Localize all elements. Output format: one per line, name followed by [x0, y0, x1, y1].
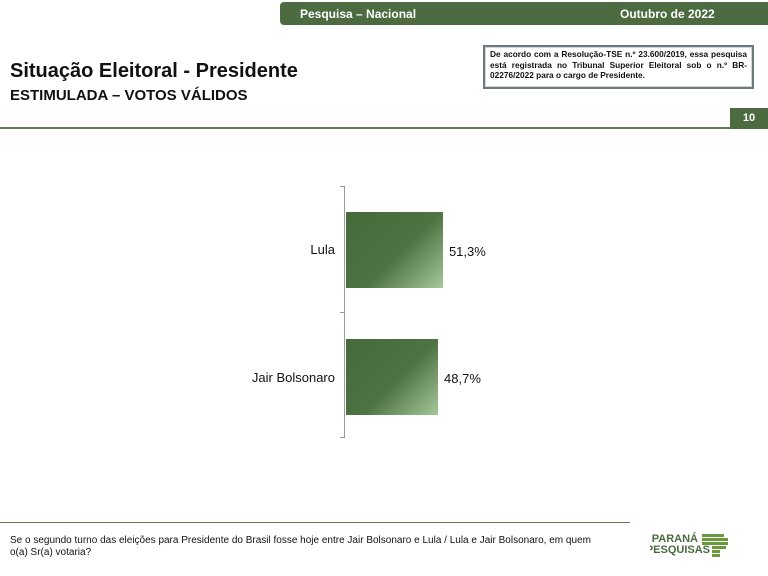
- category-label-bolsonaro: Jair Bolsonaro: [251, 370, 335, 385]
- axis-tick: [340, 437, 345, 438]
- parana-pesquisas-logo: PARANÁ PESQUISAS: [650, 532, 728, 557]
- survey-scope: Pesquisa – Nacional: [300, 7, 417, 21]
- header-bar: Pesquisa – Nacional Outubro de 2022: [280, 2, 768, 25]
- tse-registration: BR-02276/2022: [490, 59, 747, 81]
- svg-text:PESQUISAS: PESQUISAS: [650, 544, 710, 556]
- tse-text: De acordo com a Resolução-TSE n.º 23.600…: [490, 49, 747, 70]
- page-subtitle: ESTIMULADA – VOTOS VÁLIDOS: [10, 87, 248, 104]
- survey-date: Outubro de 2022: [620, 7, 715, 21]
- survey-question: Se o segundo turno das eleições para Pre…: [10, 535, 591, 558]
- tse-notice: De acordo com a Resolução-TSE n.º 23.600…: [483, 45, 754, 89]
- axis-tick: [340, 312, 345, 313]
- value-label-bolsonaro: 48,7%: [444, 371, 481, 386]
- page-title: Situação Eleitoral - Presidente: [10, 60, 298, 82]
- value-label-lula: 51,3%: [448, 244, 486, 259]
- divider: [0, 127, 730, 129]
- page-number: 10: [730, 108, 768, 129]
- svg-text:PARANÁ: PARANÁ: [652, 532, 698, 545]
- tse-text-end: para o cargo de Presidente.: [533, 70, 645, 80]
- bar-lula: [346, 212, 443, 288]
- axis-tick: [340, 186, 345, 187]
- category-label-lula: Lula: [310, 242, 335, 257]
- footer-divider: [0, 522, 630, 523]
- bar-bolsonaro: [346, 339, 439, 415]
